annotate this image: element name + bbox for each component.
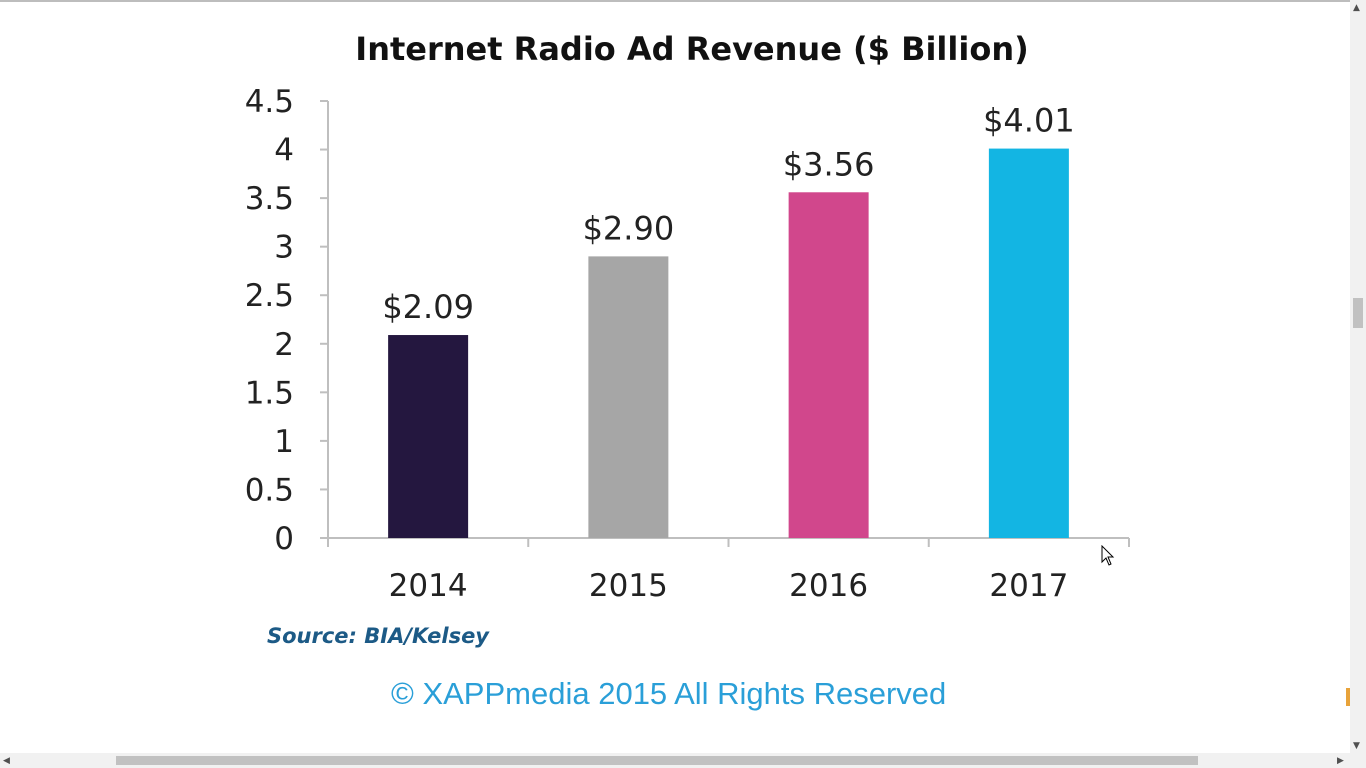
x-tick-label: 2016: [789, 568, 868, 604]
data-labels: $2.09 $2.90 $3.56 $4.01: [382, 102, 1074, 326]
scroll-left-arrow-icon[interactable]: ◀: [3, 756, 10, 766]
chart-title: Internet Radio Ad Revenue ($ Billion): [355, 30, 1028, 68]
y-axis: 0 0.5 1 1.5 2 2.5 3 3.5 4 4.5: [245, 84, 329, 557]
vertical-scrollbar[interactable]: [1350, 0, 1366, 768]
vertical-scroll-thumb[interactable]: [1353, 298, 1363, 328]
x-tick-label: 2015: [589, 568, 668, 604]
scroll-right-arrow-icon[interactable]: ▶: [1337, 756, 1344, 766]
y-tick-label: 1.5: [245, 375, 294, 411]
x-axis: 2014 2015 2016 2017: [327, 537, 1130, 604]
y-tick-label: 2: [274, 327, 294, 363]
bar-2017: [988, 148, 1069, 538]
x-tick-label: 2017: [989, 568, 1068, 604]
source-caption: Source: BIA/Kelsey: [267, 624, 489, 648]
y-tick-label: 4: [274, 133, 294, 169]
scroll-up-arrow-icon[interactable]: ▲: [1353, 3, 1360, 13]
scroll-down-arrow-icon[interactable]: ▼: [1353, 741, 1360, 751]
bars: [388, 148, 1069, 539]
bar-chart: Internet Radio Ad Revenue ($ Billion) 00…: [245, 30, 1130, 604]
x-tick-label: 2014: [389, 568, 468, 604]
y-tick-label: 0: [274, 521, 294, 557]
bar-2014: [388, 335, 469, 538]
data-label-2015: $2.90: [583, 209, 675, 247]
edge-marker: [1346, 688, 1350, 706]
copyright-notice: © XAPPmedia 2015 All Rights Reserved: [391, 676, 947, 711]
y-tick-label: 1: [274, 424, 294, 460]
y-tick-label: 3: [274, 230, 294, 266]
y-tick-label: 3.5: [245, 181, 294, 217]
horizontal-scroll-thumb[interactable]: [116, 756, 1198, 765]
data-label-2017: $4.01: [983, 102, 1075, 140]
bar-2016: [788, 192, 869, 539]
data-label-2016: $3.56: [783, 145, 875, 183]
y-tick-label: 2.5: [245, 278, 294, 314]
y-tick-label: 4.5: [245, 84, 294, 120]
bar-2015: [588, 256, 669, 538]
mouse-cursor-icon: [1101, 545, 1115, 566]
y-tick-label: 0.5: [245, 472, 294, 508]
top-border: [0, 0, 1350, 2]
data-label-2014: $2.09: [382, 288, 474, 326]
